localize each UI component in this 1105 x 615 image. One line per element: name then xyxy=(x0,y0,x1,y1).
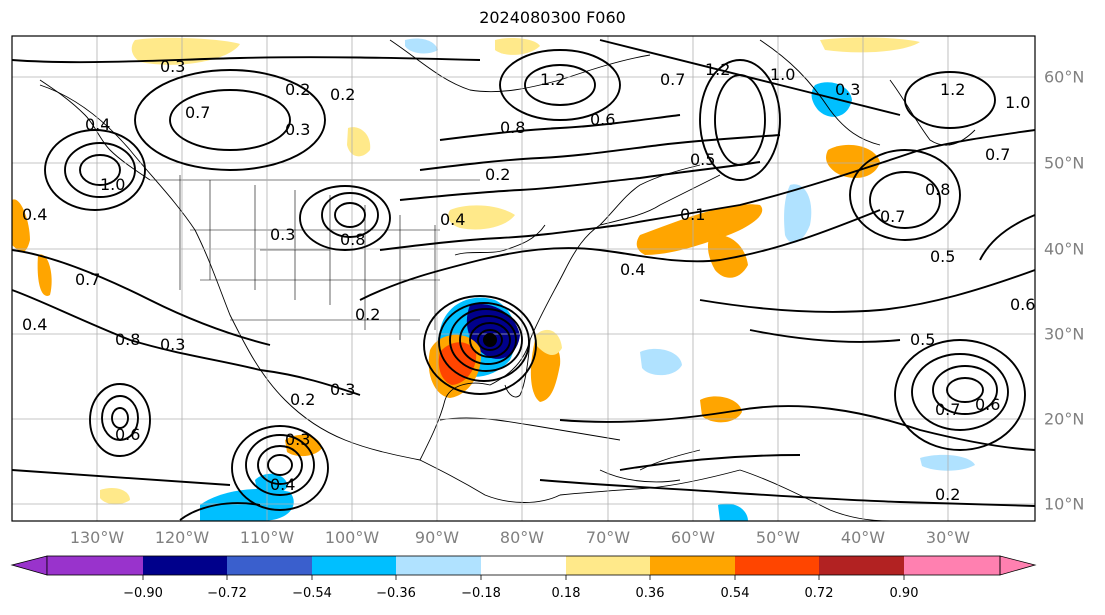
contour-label: 0.3 xyxy=(160,335,185,354)
lat-tick-label: 20°N xyxy=(1044,409,1085,429)
contour-label: 0.7 xyxy=(75,270,100,289)
contour-label: 1.0 xyxy=(100,175,125,194)
colorbar-bin xyxy=(143,556,227,575)
colorbar-bin xyxy=(904,556,1000,575)
contour-label: 0.7 xyxy=(880,207,905,226)
lat-tick-label: 40°N xyxy=(1044,239,1085,259)
contour-label: 0.3 xyxy=(285,430,310,449)
lon-tick-label: 130°W xyxy=(69,528,125,547)
contour-label: 0.7 xyxy=(985,145,1010,164)
colorbar-bin xyxy=(735,556,819,575)
colorbar-bin xyxy=(819,556,904,575)
lon-tick-label: 50°W xyxy=(755,528,801,547)
contour-label: 1.2 xyxy=(540,70,565,89)
contour-label: 0.5 xyxy=(910,330,935,349)
lon-tick-label: 100°W xyxy=(324,528,380,547)
contour-label: 0.2 xyxy=(285,80,310,99)
map-frame xyxy=(11,35,1036,522)
contour-label: 1.0 xyxy=(770,65,795,84)
contour-label: 0.6 xyxy=(115,425,140,444)
lat-tick-label: 30°N xyxy=(1044,324,1085,344)
colorbar-tick-label: −0.18 xyxy=(461,586,501,601)
contour-label: 0.5 xyxy=(690,150,715,169)
contour-label: 0.6 xyxy=(590,110,615,129)
contour-label: 0.7 xyxy=(185,103,210,122)
contour-label: 0.4 xyxy=(22,205,47,224)
colorbar-bin xyxy=(650,556,735,575)
lat-tick-label: 50°N xyxy=(1044,153,1085,173)
colorbar-bin xyxy=(227,556,312,575)
colorbar-bin xyxy=(566,556,650,575)
colorbar xyxy=(10,555,1037,580)
lon-tick-label: 90°W xyxy=(414,528,460,547)
contour-label: 1.2 xyxy=(705,60,730,79)
colorbar-tick-label: −0.36 xyxy=(376,586,416,601)
colorbar-tick-label: 0.18 xyxy=(551,586,581,601)
colorbar-bin xyxy=(481,556,566,575)
plot-title: 2024080300 F060 xyxy=(479,8,626,27)
lon-tick-label: 120°W xyxy=(154,528,210,547)
contour-label: 0.1 xyxy=(680,205,705,224)
lon-tick-label: 70°W xyxy=(585,528,631,547)
colorbar-bin xyxy=(312,556,396,575)
contour-label: 0.7 xyxy=(660,70,685,89)
contour-label: 0.2 xyxy=(485,165,510,184)
contour-label: 0.7 xyxy=(935,400,960,419)
colorbar-tick-label: 0.54 xyxy=(720,586,750,601)
contour-label: 0.4 xyxy=(85,115,110,134)
lon-tick-label: 40°W xyxy=(840,528,886,547)
lon-tick-label: 80°W xyxy=(499,528,545,547)
lon-tick-label: 110°W xyxy=(239,528,295,547)
lon-tick-label: 30°W xyxy=(925,528,971,547)
lat-tick-label: 60°N xyxy=(1044,67,1085,87)
contour-labels: 0.3 0.2 0.3 0.7 0.4 1.0 0.4 0.7 0.4 0.8 … xyxy=(22,57,1035,504)
contour-label: 0.6 xyxy=(1010,295,1035,314)
contour-label: 0.3 xyxy=(285,120,310,139)
contour-label: 0.3 xyxy=(160,57,185,76)
contours xyxy=(12,39,1035,521)
coastlines xyxy=(39,39,976,521)
lat-tick-label: 10°N xyxy=(1044,494,1085,514)
colorbar-extend-high xyxy=(999,555,1037,576)
contour-label: 0.2 xyxy=(935,485,960,504)
contour-label: 0.4 xyxy=(22,315,47,334)
colorbar-bin xyxy=(396,556,481,575)
colorbar-bin xyxy=(47,556,143,575)
contour-label: 0.5 xyxy=(930,247,955,266)
contour-label: 0.3 xyxy=(330,380,355,399)
contour-label: 0.2 xyxy=(330,85,355,104)
contour-label: 1.2 xyxy=(940,80,965,99)
colorbar-tick-label: 0.90 xyxy=(889,586,919,601)
boundaries xyxy=(150,175,480,340)
colorbar-tick-label: 0.36 xyxy=(635,586,665,601)
contour-label: 0.4 xyxy=(620,260,645,279)
lon-tick-label: 60°W xyxy=(670,528,716,547)
contour-label: 0.8 xyxy=(925,180,950,199)
contour-label: 1.0 xyxy=(1005,93,1030,112)
low-center-marker xyxy=(483,333,497,347)
anomaly-fills xyxy=(12,37,975,521)
contour-label: 0.4 xyxy=(440,210,465,229)
colorbar-tick-label: −0.54 xyxy=(292,586,332,601)
contour-label: 0.6 xyxy=(975,395,1000,414)
colorbar-tick-label: −0.90 xyxy=(123,586,163,601)
contour-label: 0.3 xyxy=(835,80,860,99)
grid xyxy=(12,36,1035,521)
contour-label: 0.8 xyxy=(340,230,365,249)
colorbar-extend-low xyxy=(10,555,48,576)
contour-label: 0.2 xyxy=(290,390,315,409)
contour-label: 0.8 xyxy=(500,118,525,137)
contour-label: 0.2 xyxy=(355,305,380,324)
colorbar-tick-label: −0.72 xyxy=(207,586,247,601)
contour-label: 0.8 xyxy=(115,330,140,349)
contour-label: 0.3 xyxy=(270,225,295,244)
contour-label: 0.4 xyxy=(270,475,295,494)
colorbar-tick-label: 0.72 xyxy=(804,586,834,601)
